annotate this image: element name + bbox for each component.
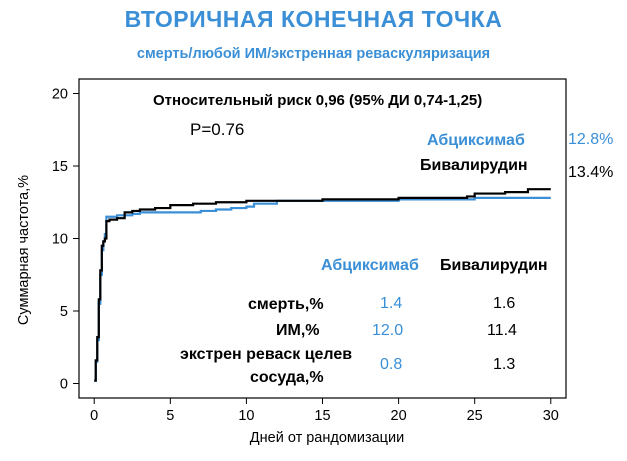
table-cell-death-bivalirudin: 1.6	[493, 295, 516, 312]
y-tick-label: 0	[60, 377, 68, 393]
x-tick-label: 15	[314, 408, 330, 424]
y-tick-label: 20	[52, 87, 68, 103]
legend-bivalirudin-label: Бивалирудин	[420, 157, 528, 174]
legend-abciximab-value: 12.8%	[568, 131, 614, 148]
p-value-annotation: P=0.76	[190, 120, 245, 139]
y-tick-label: 15	[52, 159, 68, 175]
table-row-label-mi: ИМ,%	[276, 322, 320, 339]
legend-abciximab-label: Абциксимаб	[427, 132, 525, 149]
table-cell-mi-bivalirudin: 11.4	[487, 322, 517, 339]
x-tick-label: 20	[391, 408, 407, 424]
x-tick-label: 30	[543, 408, 559, 424]
relative-risk-annotation: Относительный риск 0,96 (95% ДИ 0,74-1,2…	[153, 92, 483, 109]
table-header-abciximab: Абциксимаб	[321, 257, 419, 274]
table-cell-mi-abciximab: 12.0	[372, 322, 404, 339]
y-tick-label: 5	[60, 304, 68, 320]
chart-title: ВТОРИЧНАЯ КОНЕЧНАЯ ТОЧКА	[124, 6, 503, 32]
y-axis-label: Суммарная частота,%	[16, 174, 32, 326]
table-cell-revasc-abciximab: 0.8	[380, 356, 403, 373]
legend-bivalirudin-value: 13.4%	[568, 164, 614, 181]
table-row-label-revasc: экстрен реваск целев	[180, 346, 353, 363]
x-tick-label: 10	[238, 408, 254, 424]
table-row-label-death: смерть,%	[248, 296, 324, 313]
x-axis-label: Дней от рандомизации	[249, 430, 405, 446]
table-cell-death-abciximab: 1.4	[380, 295, 403, 312]
x-tick-label: 25	[467, 408, 483, 424]
table-header-bivalirudin: Бивалирудин	[440, 257, 548, 274]
x-tick-label: 5	[166, 408, 174, 424]
chart-subtitle: смерть/любой ИМ/экстренная реваскуляриза…	[136, 46, 491, 62]
series-line-abciximab	[94, 196, 551, 382]
x-tick-label: 0	[90, 408, 98, 424]
chart-lines	[94, 188, 551, 382]
table-cell-revasc-bivalirudin: 1.3	[493, 356, 516, 373]
table-row-label-revasc-cont: сосуда,%	[250, 369, 324, 386]
y-tick-label: 10	[52, 232, 68, 248]
chart-axes: 0 5 10 15 20 25 30 0 5 10 15 20	[52, 78, 567, 424]
series-line-bivalirudin	[94, 188, 551, 382]
